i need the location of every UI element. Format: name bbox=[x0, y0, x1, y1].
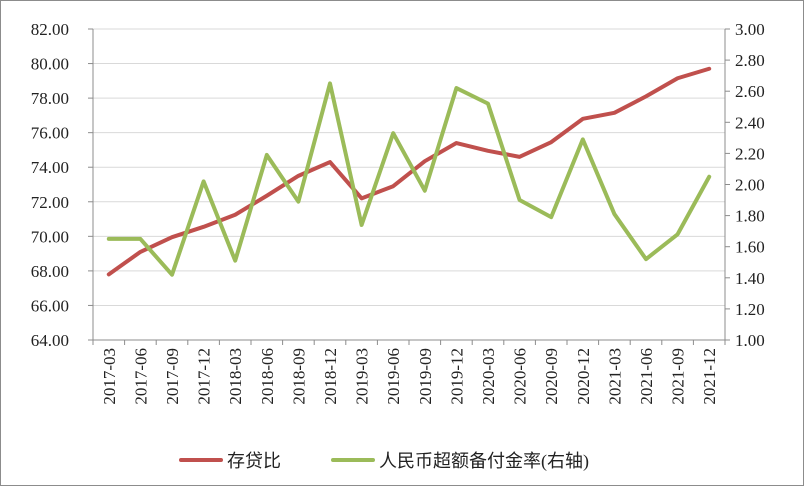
x-tick-label: 2018-06 bbox=[258, 348, 277, 405]
left-axis-ticks: 64.00 66.00 68.00 70.00 72.00 74.00 76.00 78.00… bbox=[31, 20, 69, 350]
left-tick-label: 66.00 bbox=[31, 296, 69, 315]
right-tick-label: 2.80 bbox=[735, 51, 765, 70]
left-tick-label: 64.00 bbox=[31, 331, 69, 350]
x-tick-label: 2017-09 bbox=[163, 348, 182, 405]
left-tick-label: 72.00 bbox=[31, 193, 69, 212]
data-point bbox=[550, 216, 553, 219]
left-tick-label: 78.00 bbox=[31, 89, 69, 108]
x-tick-label: 2021-09 bbox=[669, 348, 688, 405]
left-tick-label: 70.00 bbox=[31, 227, 69, 246]
x-tick-label: 2017-12 bbox=[195, 348, 214, 405]
left-tick-label: 76.00 bbox=[31, 124, 69, 143]
x-tick-label: 2019-12 bbox=[447, 348, 466, 405]
right-tick-label: 1.40 bbox=[735, 269, 765, 288]
left-tick-label: 82.00 bbox=[31, 20, 69, 39]
x-tick-label: 2020-12 bbox=[574, 348, 593, 405]
data-point bbox=[297, 200, 300, 203]
data-point bbox=[676, 233, 679, 236]
series-lines bbox=[106, 66, 712, 277]
x-tick-label: 2019-09 bbox=[416, 348, 435, 405]
right-tick-label: 1.60 bbox=[735, 238, 765, 257]
data-point bbox=[202, 225, 205, 228]
data-point bbox=[645, 258, 648, 261]
data-point bbox=[329, 161, 332, 164]
data-point bbox=[581, 117, 584, 120]
x-axis-ticks: 2017-03 2017-06 2017-09 2017-12 2018-03 2018-… bbox=[100, 348, 719, 405]
data-point bbox=[581, 138, 584, 141]
right-tick-label: 1.00 bbox=[735, 331, 765, 350]
x-tick-label: 2021-12 bbox=[700, 348, 719, 405]
left-tick-label: 80.00 bbox=[31, 55, 69, 74]
data-point bbox=[423, 189, 426, 192]
axes bbox=[88, 28, 730, 345]
data-point bbox=[518, 155, 521, 158]
data-point bbox=[265, 194, 268, 197]
right-tick-label: 2.60 bbox=[735, 82, 765, 101]
x-tick-label: 2020-03 bbox=[479, 348, 498, 405]
x-tick-label: 2021-06 bbox=[637, 348, 656, 405]
x-tick-label: 2019-06 bbox=[384, 348, 403, 405]
data-point bbox=[171, 273, 174, 276]
x-tick-label: 2018-03 bbox=[226, 348, 245, 405]
left-tick-label: 68.00 bbox=[31, 262, 69, 281]
left-tick-label: 74.00 bbox=[31, 158, 69, 177]
data-point bbox=[139, 237, 142, 240]
data-point bbox=[234, 259, 237, 262]
series-line bbox=[106, 66, 712, 277]
data-point bbox=[107, 273, 110, 276]
x-tick-label: 2019-03 bbox=[353, 348, 372, 405]
legend-label: 人民币超额备付金率(右轴) bbox=[379, 451, 589, 472]
data-point bbox=[613, 213, 616, 216]
data-point bbox=[360, 197, 363, 200]
x-tick-label: 2017-06 bbox=[131, 348, 150, 405]
data-point bbox=[329, 82, 332, 85]
legend: 存贷比 人民币超额备付金率(右轴) bbox=[179, 451, 589, 472]
right-tick-label: 2.00 bbox=[735, 176, 765, 195]
x-tick-label: 2017-03 bbox=[100, 348, 119, 405]
gridlines bbox=[93, 28, 725, 341]
data-point bbox=[550, 141, 553, 144]
data-point bbox=[234, 213, 237, 216]
series-line bbox=[106, 81, 712, 277]
data-point bbox=[455, 87, 458, 90]
x-tick-label: 2018-12 bbox=[321, 348, 340, 405]
data-point bbox=[455, 142, 458, 145]
legend-label: 存贷比 bbox=[227, 451, 281, 471]
data-point bbox=[613, 111, 616, 114]
data-point bbox=[297, 174, 300, 177]
data-point bbox=[265, 153, 268, 156]
data-point bbox=[708, 67, 711, 70]
data-point bbox=[518, 199, 521, 202]
data-point bbox=[645, 95, 648, 98]
right-tick-label: 3.00 bbox=[735, 20, 765, 39]
data-point bbox=[107, 237, 110, 240]
data-point bbox=[202, 180, 205, 183]
right-tick-label: 2.20 bbox=[735, 144, 765, 163]
data-point bbox=[171, 236, 174, 239]
x-tick-label: 2018-09 bbox=[289, 348, 308, 405]
right-tick-label: 2.40 bbox=[735, 113, 765, 132]
data-point bbox=[676, 77, 679, 80]
data-point bbox=[708, 175, 711, 178]
data-point bbox=[392, 132, 395, 135]
x-tick-label: 2020-06 bbox=[511, 348, 530, 405]
data-point bbox=[139, 250, 142, 253]
x-tick-label: 2021-03 bbox=[605, 348, 624, 405]
data-point bbox=[360, 223, 363, 226]
x-tick-label: 2020-09 bbox=[542, 348, 561, 405]
right-axis-ticks: 1.00 1.20 1.40 1.60 1.80 2.00 2.20 2.40 2.60 2.80… bbox=[735, 20, 765, 350]
data-point bbox=[487, 149, 490, 152]
data-point bbox=[392, 185, 395, 188]
right-tick-label: 1.80 bbox=[735, 207, 765, 226]
data-point bbox=[423, 160, 426, 163]
right-tick-label: 1.20 bbox=[735, 300, 765, 319]
data-point bbox=[487, 102, 490, 105]
